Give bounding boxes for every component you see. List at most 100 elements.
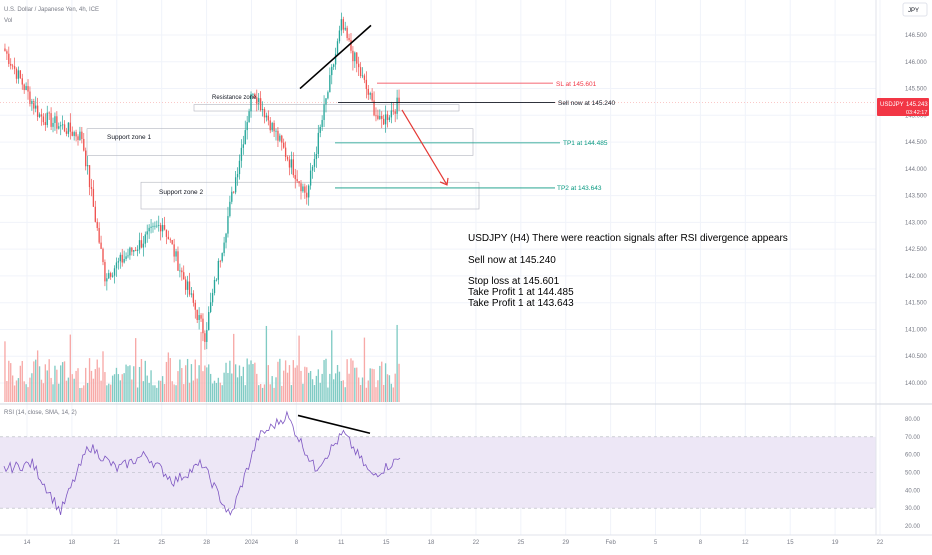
volume-bar	[102, 351, 104, 402]
volume-bar	[52, 384, 54, 402]
time-tick-label: 28	[203, 540, 210, 546]
volume-bar	[338, 371, 341, 402]
candle-body	[196, 309, 198, 320]
time-tick-label: 18	[428, 540, 435, 546]
candle-body	[46, 112, 48, 125]
volume-bar	[242, 366, 245, 402]
volume-bar	[271, 376, 273, 402]
candle-body	[173, 244, 175, 257]
candle-body	[373, 100, 375, 116]
time-tick-label: 2024	[245, 540, 259, 546]
currency-button-label[interactable]: JPY	[908, 8, 919, 14]
candle-body	[298, 181, 300, 184]
price-tick-label: 145.000	[905, 113, 927, 119]
volume-bar	[179, 359, 181, 402]
volume-bar	[250, 360, 252, 402]
time-tick-label: 15	[383, 540, 390, 546]
candle-body	[227, 216, 229, 234]
candle-body	[15, 68, 18, 79]
volume-bar	[50, 377, 52, 402]
volume-bar	[273, 387, 275, 402]
candle-body	[319, 126, 321, 133]
volume-bar	[233, 333, 235, 402]
candle-body	[52, 122, 54, 127]
volume-bar	[283, 370, 285, 402]
volume-bar	[198, 365, 200, 402]
candle-body	[125, 256, 127, 260]
candle-body	[140, 240, 143, 248]
volume-bar	[234, 364, 237, 402]
support-zone-1-label: Support zone 1	[107, 134, 151, 141]
volume-bar	[300, 370, 302, 402]
volume-bar	[327, 387, 329, 402]
volume-bar	[152, 385, 154, 402]
volume-bar	[167, 352, 170, 402]
volume-bar	[223, 372, 225, 402]
candle-body	[377, 115, 379, 119]
volume-bar	[144, 360, 146, 402]
candle-body	[152, 225, 154, 227]
volume-bar	[202, 371, 204, 402]
price-tick-label: 146.500	[905, 33, 927, 39]
volume-bar	[188, 382, 191, 402]
volume-bar	[231, 373, 233, 402]
candle-body	[271, 122, 273, 131]
candle-body	[265, 115, 268, 118]
volume-bar	[150, 370, 152, 402]
volume-bar	[161, 376, 164, 402]
volume-bar	[117, 374, 120, 402]
volume-bar	[379, 365, 381, 402]
volume-bar	[190, 364, 193, 402]
candle-body	[311, 166, 314, 171]
volume-bar	[40, 379, 43, 402]
volume-bar	[394, 373, 396, 402]
rsi-tick-label: 30.00	[905, 506, 921, 512]
volume-bar	[211, 383, 214, 402]
candle-body	[329, 75, 331, 93]
volume-label: Vol	[4, 18, 12, 24]
volume-bar	[133, 366, 135, 402]
candle-body	[192, 293, 195, 303]
volume-bar	[33, 361, 35, 402]
candle-body	[346, 27, 348, 39]
volume-bar	[142, 381, 145, 402]
volume-bar	[354, 367, 356, 402]
volume-bar	[31, 373, 33, 402]
candle-body	[236, 174, 239, 178]
price-tick-label: 145.500	[905, 87, 927, 93]
candle-body	[259, 98, 262, 111]
volume-bar	[108, 383, 110, 402]
volume-bar	[58, 383, 60, 402]
volume-bar	[121, 374, 123, 402]
volume-bar	[361, 377, 364, 402]
rsi-tick-label: 50.00	[905, 471, 921, 477]
candle-body	[110, 273, 112, 277]
currency-button[interactable]	[902, 2, 928, 17]
volume-bars	[4, 324, 400, 402]
volume-bar	[184, 365, 187, 402]
volume-bar	[259, 383, 262, 402]
candle-body	[244, 130, 246, 145]
volume-bar	[83, 385, 85, 402]
zones	[86, 104, 480, 210]
candle-body	[31, 101, 33, 104]
volume-bar	[119, 380, 121, 402]
volume-bar	[254, 362, 256, 402]
candle-body	[217, 260, 220, 280]
volume-bar	[175, 385, 177, 402]
volume-bar	[98, 367, 100, 402]
candle-body	[29, 91, 31, 104]
projection-arrow-shaft	[401, 109, 448, 186]
volume-bar	[382, 384, 385, 402]
volume-bar	[46, 370, 48, 402]
volume-bar	[306, 367, 308, 402]
candle-body	[156, 225, 158, 227]
candle-body	[231, 191, 233, 202]
volume-bar	[71, 374, 73, 402]
price-divergence-line	[299, 24, 372, 90]
rsi-pane	[0, 410, 876, 516]
candle-body	[206, 330, 208, 342]
candle-body	[121, 254, 123, 263]
volume-bar	[96, 359, 98, 402]
time-tick-label: 22	[473, 540, 480, 546]
